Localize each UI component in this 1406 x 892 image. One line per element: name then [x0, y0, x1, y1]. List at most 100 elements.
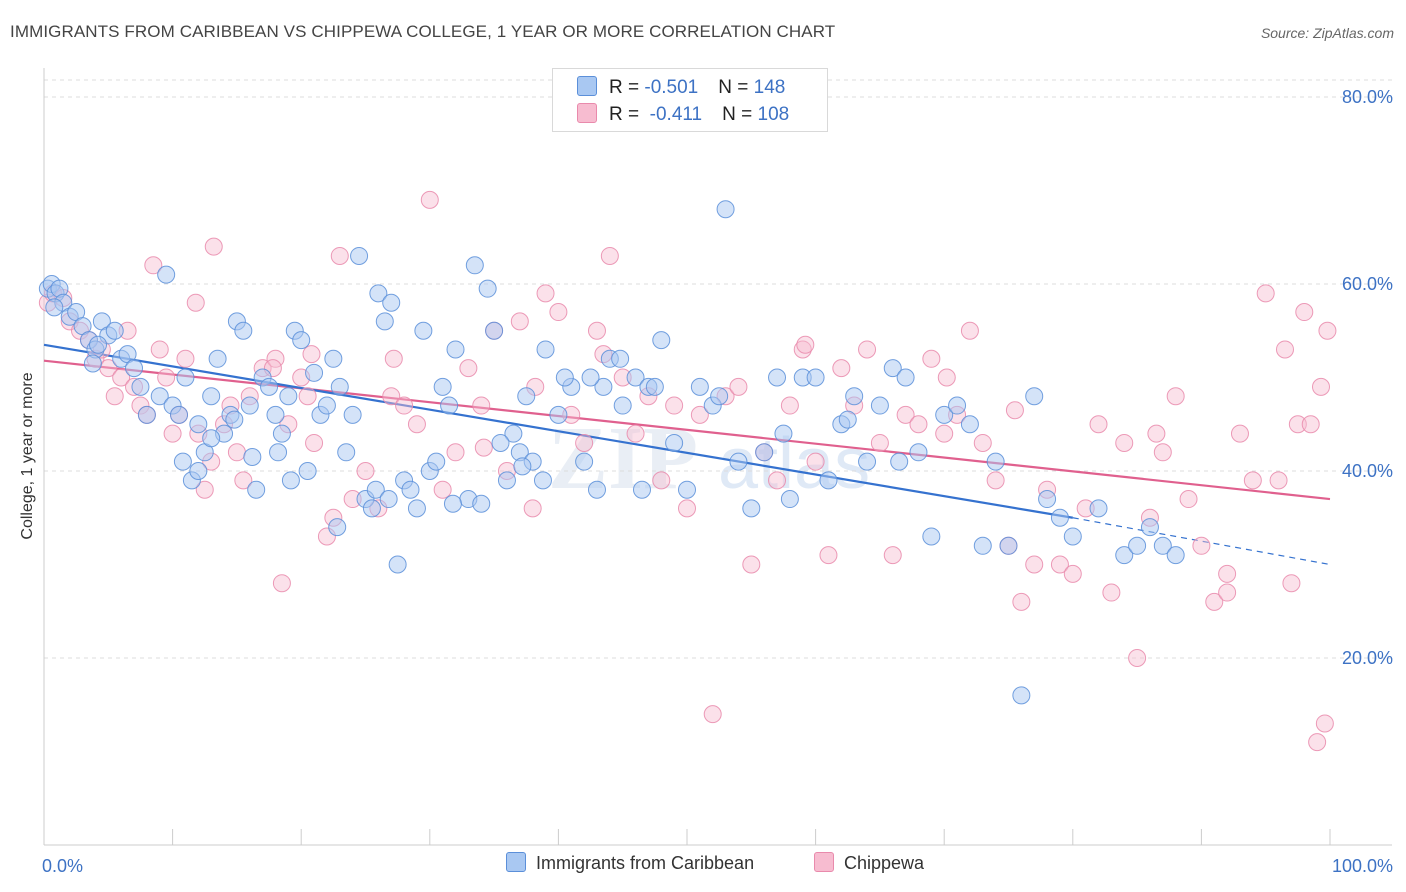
legend-r-value: -0.411	[644, 104, 703, 125]
point-caribbean	[343, 405, 362, 424]
point-caribbean	[858, 452, 877, 471]
point-caribbean	[845, 387, 864, 406]
point-caribbean	[819, 471, 838, 490]
point-chippewa	[703, 705, 722, 724]
point-caribbean	[260, 377, 279, 396]
point-caribbean	[247, 480, 266, 499]
point-caribbean	[269, 443, 288, 462]
point-caribbean	[890, 452, 909, 471]
point-caribbean	[189, 462, 208, 480]
point-caribbean	[298, 462, 317, 480]
point-chippewa	[144, 256, 163, 275]
point-chippewa	[678, 499, 696, 518]
chart-title: IMMIGRANTS FROM CARIBBEAN VS CHIPPEWA CO…	[10, 22, 836, 41]
point-caribbean	[208, 349, 227, 368]
point-chippewa	[1192, 536, 1211, 555]
point-chippewa	[204, 237, 223, 256]
bottom-legend-chippewa: Chippewa	[814, 852, 924, 874]
point-caribbean	[652, 331, 671, 350]
point-caribbean	[883, 359, 902, 378]
point-chippewa	[176, 349, 195, 368]
point-chippewa	[1311, 377, 1330, 396]
point-chippewa	[157, 368, 176, 387]
point-chippewa	[395, 396, 414, 415]
point-chippewa	[806, 452, 825, 471]
point-chippewa	[474, 438, 493, 457]
point-caribbean	[427, 452, 446, 471]
trendline-caribbean-solid	[43, 343, 1073, 519]
point-caribbean	[491, 433, 510, 452]
point-chippewa	[587, 321, 606, 340]
point-caribbean	[279, 387, 298, 406]
bottom-legend-swatch-pink	[814, 852, 834, 872]
point-caribbean	[45, 298, 64, 317]
point-chippewa	[742, 555, 761, 574]
point-caribbean	[935, 405, 954, 424]
point-chippewa	[1025, 555, 1044, 574]
point-chippewa	[1012, 592, 1031, 611]
point-chippewa	[768, 471, 787, 490]
point-caribbean	[909, 443, 928, 462]
point-chippewa	[302, 345, 321, 364]
y-tick-label: 60.0%	[1342, 274, 1393, 294]
point-caribbean	[83, 354, 102, 373]
point-caribbean	[504, 424, 523, 443]
point-caribbean	[350, 246, 369, 265]
point-caribbean	[375, 312, 394, 331]
point-chippewa	[472, 396, 491, 415]
point-caribbean	[960, 415, 979, 434]
point-caribbean	[89, 335, 108, 354]
point-caribbean	[1025, 387, 1044, 406]
point-caribbean	[1140, 518, 1159, 537]
point-chippewa	[973, 433, 992, 452]
point-chippewa	[549, 303, 568, 322]
point-caribbean	[549, 405, 568, 424]
point-caribbean	[362, 499, 381, 518]
point-caribbean	[478, 279, 497, 298]
point-chippewa	[690, 405, 709, 424]
point-caribbean	[266, 405, 285, 424]
source-credit: Source: ZipAtlas.com	[1260, 25, 1394, 41]
point-caribbean	[317, 396, 336, 415]
point-chippewa	[1275, 340, 1294, 359]
point-caribbean	[513, 457, 532, 476]
point-caribbean	[1063, 527, 1082, 546]
point-chippewa	[1243, 471, 1262, 490]
point-chippewa	[382, 387, 401, 406]
point-caribbean	[382, 293, 401, 312]
point-caribbean	[517, 387, 536, 406]
point-caribbean	[337, 443, 356, 462]
point-chippewa	[883, 546, 902, 565]
point-caribbean	[366, 480, 385, 499]
point-chippewa	[330, 246, 349, 265]
point-caribbean	[780, 490, 799, 509]
point-caribbean	[611, 349, 630, 368]
point-caribbean	[838, 410, 857, 429]
point-caribbean	[272, 424, 291, 443]
point-chippewa	[729, 377, 748, 396]
legend-n-value: 148	[753, 77, 786, 98]
point-chippewa	[1318, 321, 1337, 340]
point-chippewa	[909, 415, 928, 434]
legend-swatch-blue	[577, 76, 597, 96]
point-caribbean	[328, 518, 347, 537]
point-caribbean	[225, 410, 244, 429]
point-caribbean	[1050, 508, 1069, 527]
point-chippewa	[1005, 401, 1024, 420]
point-caribbean	[716, 200, 735, 219]
point-chippewa	[986, 471, 1005, 490]
point-caribbean	[243, 447, 262, 466]
bottom-legend-caribbean: Immigrants from Caribbean	[506, 852, 754, 874]
point-chippewa	[1218, 583, 1237, 602]
point-caribbean	[157, 265, 176, 284]
point-chippewa	[1063, 564, 1082, 583]
point-caribbean	[369, 284, 388, 303]
bottom-legend-swatch-blue	[506, 852, 526, 872]
point-chippewa	[536, 284, 555, 303]
point-chippewa	[832, 359, 851, 378]
y-tick-label: 40.0%	[1342, 461, 1393, 481]
point-caribbean	[533, 471, 552, 490]
legend-r-value: -0.501	[644, 77, 699, 98]
point-chippewa	[523, 499, 542, 518]
